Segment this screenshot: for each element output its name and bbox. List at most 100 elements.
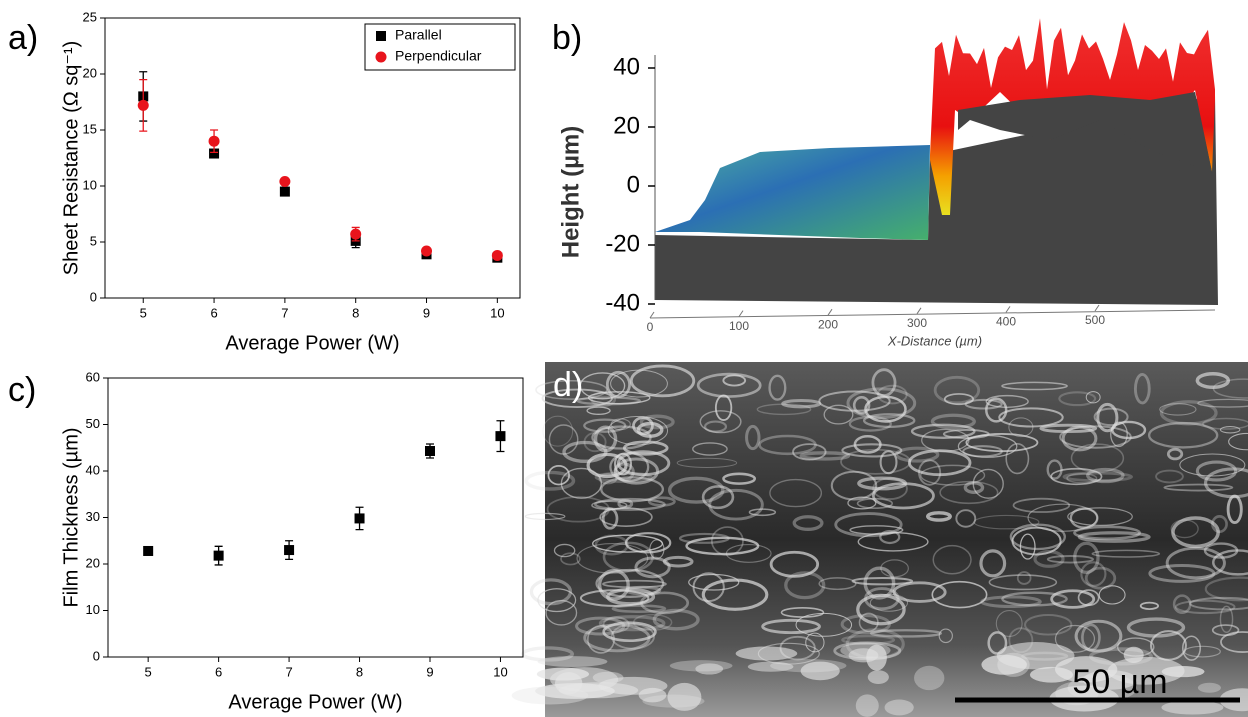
sem-texture xyxy=(688,573,740,591)
sem-texture xyxy=(606,587,656,606)
sem-texture xyxy=(616,450,671,477)
data-point xyxy=(279,176,291,188)
sem-texture xyxy=(632,613,673,631)
panel-label: c) xyxy=(8,371,36,409)
sem-texture xyxy=(856,593,906,626)
sem-texture xyxy=(1061,425,1098,452)
sem-texture xyxy=(613,452,633,476)
sem-texture xyxy=(745,424,761,451)
sem-texture xyxy=(872,477,908,501)
x-tick-label: 7 xyxy=(281,305,288,320)
sem-texture xyxy=(985,397,1008,423)
x-axis xyxy=(649,309,1216,319)
sem-texture xyxy=(622,440,669,456)
sem-texture xyxy=(583,432,607,453)
data-point xyxy=(209,148,220,159)
plot-frame xyxy=(107,377,524,658)
sem-texture xyxy=(1189,596,1248,611)
sem-texture xyxy=(1195,460,1238,482)
sem-texture xyxy=(598,615,666,632)
sem-texture xyxy=(857,476,908,491)
sem-texture xyxy=(1110,421,1128,448)
sem-texture xyxy=(996,642,1075,670)
sem-texture xyxy=(710,526,744,556)
sem-texture xyxy=(1081,623,1101,652)
x-tick xyxy=(916,307,922,315)
sem-texture xyxy=(965,433,1039,453)
sem-texture xyxy=(852,395,871,415)
sem-texture xyxy=(1077,531,1151,543)
scale-bar-label: 50 µm xyxy=(1072,663,1167,701)
sem-texture xyxy=(972,468,1004,499)
sem-texture xyxy=(818,577,857,591)
x-tick-label: 9 xyxy=(426,664,433,679)
sem-texture xyxy=(1161,666,1205,678)
x-tick-label: 400 xyxy=(996,315,1016,329)
sem-texture xyxy=(1027,503,1098,532)
sem-texture xyxy=(1159,403,1197,416)
sem-texture xyxy=(792,443,827,461)
x-tick-label: 6 xyxy=(215,664,222,679)
sem-texture xyxy=(586,406,611,415)
sem-texture xyxy=(722,472,757,485)
sem-texture xyxy=(708,488,764,521)
sem-texture xyxy=(1077,589,1100,607)
sem-texture xyxy=(847,496,877,510)
sem-texture xyxy=(1080,561,1107,587)
sem-texture xyxy=(1024,613,1073,636)
data-point xyxy=(284,545,295,556)
panel-label: b) xyxy=(552,19,582,57)
sem-texture xyxy=(624,532,672,554)
sem-texture xyxy=(980,595,1042,608)
sem-texture xyxy=(1220,631,1248,653)
y-tick-label: 20 xyxy=(613,112,640,139)
sem-texture xyxy=(1126,617,1186,638)
sem-texture xyxy=(1055,656,1118,683)
sem-texture xyxy=(942,428,990,439)
sem-texture xyxy=(649,539,665,560)
sem-texture xyxy=(579,372,626,400)
sem-texture xyxy=(667,476,725,504)
x-tick-label: 9 xyxy=(423,305,430,320)
sem-texture xyxy=(869,629,943,638)
sem-texture xyxy=(979,549,1007,578)
x-tick-label: 6 xyxy=(210,305,217,320)
sem-texture xyxy=(696,372,762,398)
sem-texture xyxy=(669,660,733,672)
sem-texture xyxy=(537,656,608,667)
sem-texture xyxy=(995,609,1023,637)
y-tick-label: 5 xyxy=(90,233,97,248)
sem-texture xyxy=(610,369,668,398)
surface-left xyxy=(655,145,930,240)
x-tick-label: 5 xyxy=(145,664,152,679)
sem-texture xyxy=(818,390,891,412)
y-tick-label: 0 xyxy=(627,171,640,198)
sem-texture xyxy=(933,375,981,405)
y-axis-label: Film Thickness (µm) xyxy=(60,427,82,607)
sem-texture xyxy=(553,543,576,558)
sem-texture xyxy=(667,682,702,711)
y-tick-label: -20 xyxy=(605,230,640,257)
data-point xyxy=(213,550,224,561)
sem-texture xyxy=(576,396,642,406)
sem-texture xyxy=(652,608,700,631)
sem-texture xyxy=(598,473,618,485)
sem-texture xyxy=(848,648,879,663)
sem-texture xyxy=(583,623,651,653)
sem-texture xyxy=(871,368,897,397)
y-tick-label: 40 xyxy=(613,53,640,80)
sem-texture xyxy=(857,532,929,552)
sem-texture xyxy=(1155,469,1184,484)
sem-texture xyxy=(535,379,608,400)
sem-texture xyxy=(560,552,581,566)
sem-texture xyxy=(1197,682,1221,693)
sem-texture xyxy=(587,391,651,405)
sem-texture xyxy=(769,478,823,508)
sem-texture xyxy=(1163,483,1234,492)
sem-texture xyxy=(1085,391,1101,404)
data-point xyxy=(421,245,433,257)
sem-texture xyxy=(546,496,610,523)
sem-texture xyxy=(864,587,900,611)
sem-texture xyxy=(1219,605,1234,634)
sem-texture xyxy=(595,568,665,599)
